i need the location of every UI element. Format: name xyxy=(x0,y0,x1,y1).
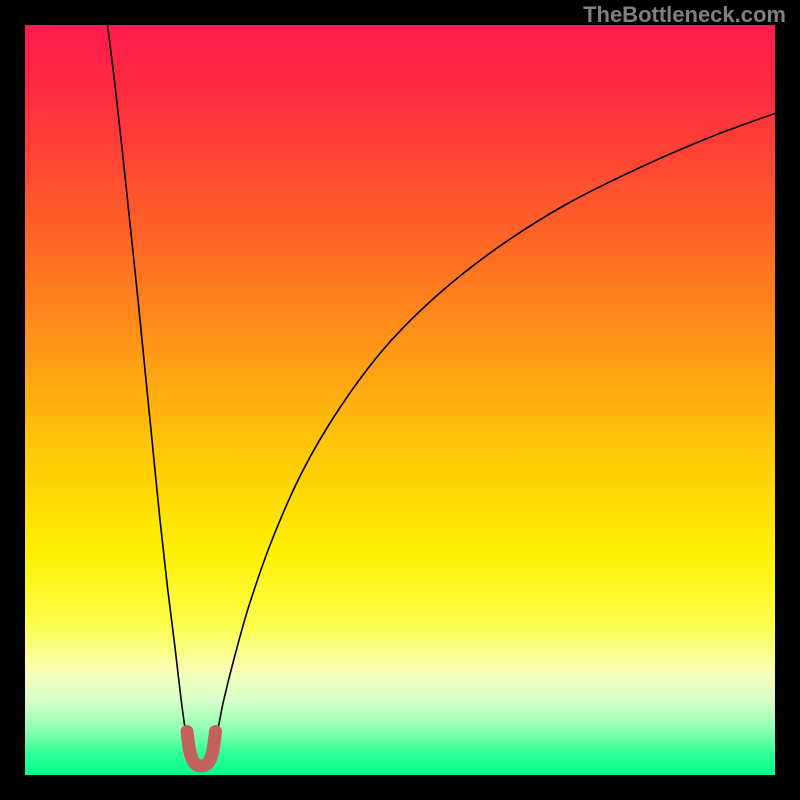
trough-marker xyxy=(187,732,216,767)
curve-right xyxy=(214,114,775,746)
watermark-text: TheBottleneck.com xyxy=(583,2,786,28)
curve-left xyxy=(108,25,189,745)
curve-layer xyxy=(25,25,775,775)
plot-area xyxy=(25,25,775,775)
